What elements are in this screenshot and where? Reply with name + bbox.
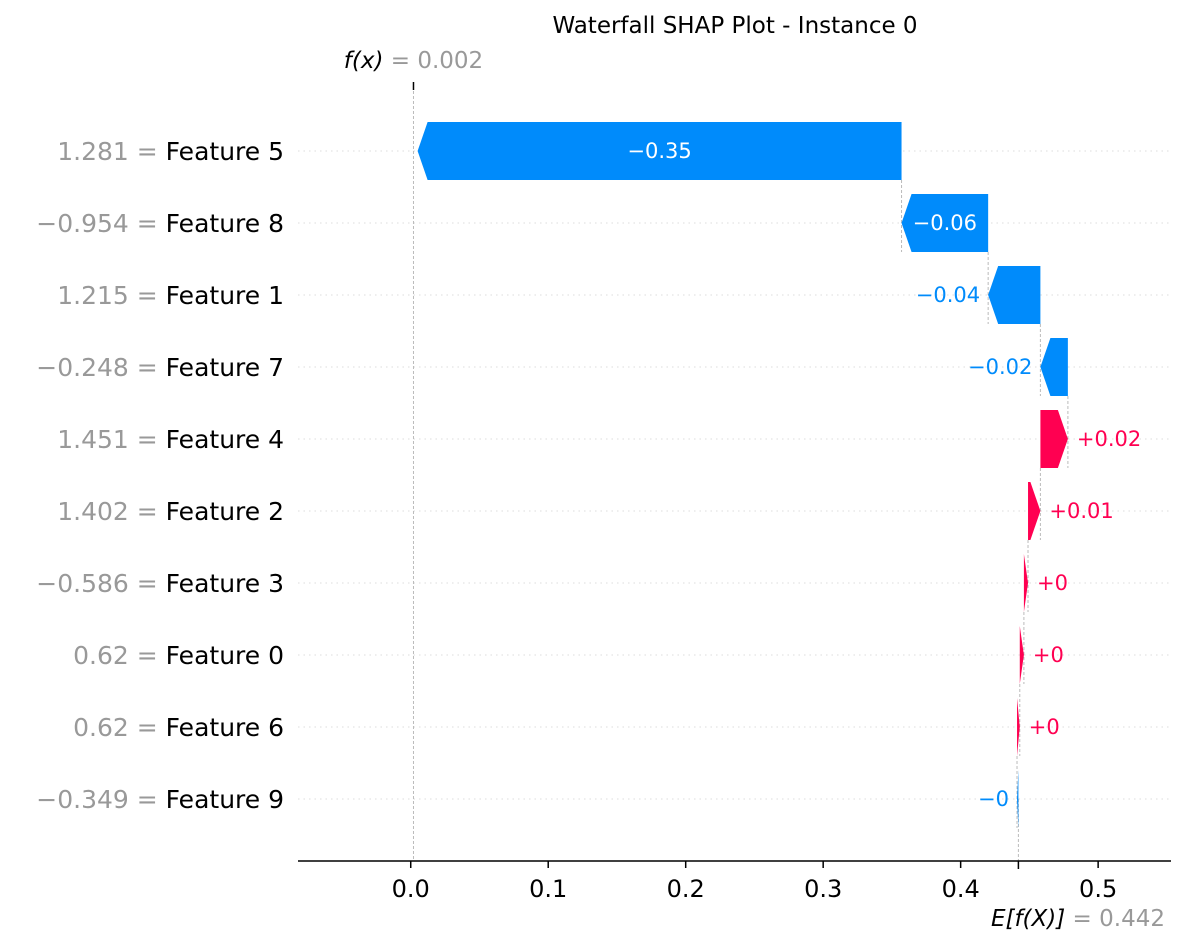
equals-sign: =	[129, 785, 166, 814]
bar-feature-3	[1023, 554, 1029, 612]
equals-sign: =	[129, 137, 166, 166]
feature-label: 0.62 = Feature 0	[73, 641, 284, 670]
feature-label: 1.451 = Feature 4	[57, 425, 284, 454]
equals-sign: =	[129, 281, 166, 310]
feature-value: −0.349	[36, 785, 129, 814]
feature-value: 0.62	[73, 641, 129, 670]
feature-value: 1.402	[57, 497, 129, 526]
feature-label: −0.586 = Feature 3	[36, 569, 284, 598]
feature-label: −0.954 = Feature 8	[36, 209, 284, 238]
x-tick-label: 0.5	[1079, 875, 1117, 903]
base-value: 0.442	[1099, 906, 1165, 932]
equals-sign: =	[129, 641, 166, 670]
bar-value-label: +0.01	[1049, 499, 1113, 523]
feature-label: 1.281 = Feature 5	[57, 137, 284, 166]
bar-value-label: −0	[978, 787, 1009, 811]
base-name: E[f(X)]	[991, 906, 1065, 932]
fx-equals: =	[383, 48, 417, 74]
reference-lines	[412, 82, 1069, 861]
x-tick-label: 0.0	[392, 875, 430, 903]
bar-feature-6	[1017, 698, 1020, 756]
feature-name: Feature 3	[166, 569, 284, 598]
x-tick-label: 0.2	[667, 875, 705, 903]
equals-sign: =	[129, 569, 166, 598]
feature-name: Feature 7	[166, 353, 284, 382]
bar-feature-8	[901, 194, 989, 252]
base-equals: =	[1065, 906, 1099, 932]
x-tick-label: 0.3	[804, 875, 842, 903]
feature-value: −0.954	[36, 209, 129, 238]
bar-value-label: +0	[1037, 571, 1068, 595]
feature-label: 0.62 = Feature 6	[73, 713, 284, 742]
x-axis: 0.0 0.1 0.2 0.3 0.4 0.5	[298, 860, 1171, 903]
feature-name: Feature 9	[166, 785, 284, 814]
bar-feature-9	[1017, 770, 1019, 828]
bar-value-label: +0	[1029, 715, 1060, 739]
fx-annotation: f(x) = 0.002	[344, 48, 483, 74]
feature-value: 1.215	[57, 281, 129, 310]
bar-value-label: −0.35	[627, 139, 691, 163]
bar-feature-1	[988, 266, 1041, 324]
equals-sign: =	[129, 425, 166, 454]
base-annotation: E[f(X)] = 0.442	[991, 861, 1165, 932]
bar-feature-0	[1019, 626, 1024, 684]
feature-label: −0.349 = Feature 9	[36, 785, 284, 814]
feature-value: 0.62	[73, 713, 129, 742]
bar-feature-2	[1028, 482, 1041, 540]
bar-value-label: −0.02	[968, 355, 1032, 379]
feature-value: −0.586	[36, 569, 129, 598]
feature-label: 1.402 = Feature 2	[57, 497, 284, 526]
feature-value: −0.248	[36, 353, 129, 382]
chart-title: Waterfall SHAP Plot - Instance 0	[552, 13, 917, 39]
bar-value-label: −0.06	[913, 211, 977, 235]
equals-sign: =	[129, 209, 166, 238]
bar-feature-7	[1040, 338, 1068, 396]
bar-feature-5	[417, 122, 902, 180]
bars: −0.35 −0.06 −0.04 −0.02 +0.02 +0.01 +0 +0 +0 −0	[417, 122, 1141, 828]
x-tick-label: 0.1	[529, 875, 567, 903]
equals-sign: =	[129, 497, 166, 526]
bar-value-label: +0.02	[1077, 427, 1141, 451]
feature-name: Feature 4	[166, 425, 284, 454]
equals-sign: =	[129, 353, 166, 382]
fx-value: 0.002	[417, 48, 483, 74]
fx-name: f(x)	[344, 48, 384, 74]
base-label: E[f(X)] = 0.442	[991, 906, 1165, 932]
equals-sign: =	[129, 713, 166, 742]
bar-feature-4	[1040, 410, 1068, 468]
x-tick-label: 0.4	[942, 875, 980, 903]
bar-value-label: +0	[1033, 643, 1064, 667]
feature-name: Feature 1	[166, 281, 284, 310]
feature-labels: 1.281 = Feature 5 −0.954 = Feature 8 1.215…	[36, 137, 284, 814]
bar-value-label: −0.04	[916, 283, 980, 307]
feature-value: 1.281	[57, 137, 129, 166]
feature-name: Feature 8	[166, 209, 284, 238]
feature-name: Feature 6	[166, 713, 284, 742]
fx-label: f(x) = 0.002	[344, 48, 483, 74]
feature-value: 1.451	[57, 425, 129, 454]
feature-label: −0.248 = Feature 7	[36, 353, 284, 382]
feature-name: Feature 2	[166, 497, 284, 526]
feature-name: Feature 0	[166, 641, 284, 670]
feature-label: 1.215 = Feature 1	[57, 281, 284, 310]
feature-name: Feature 5	[166, 137, 284, 166]
